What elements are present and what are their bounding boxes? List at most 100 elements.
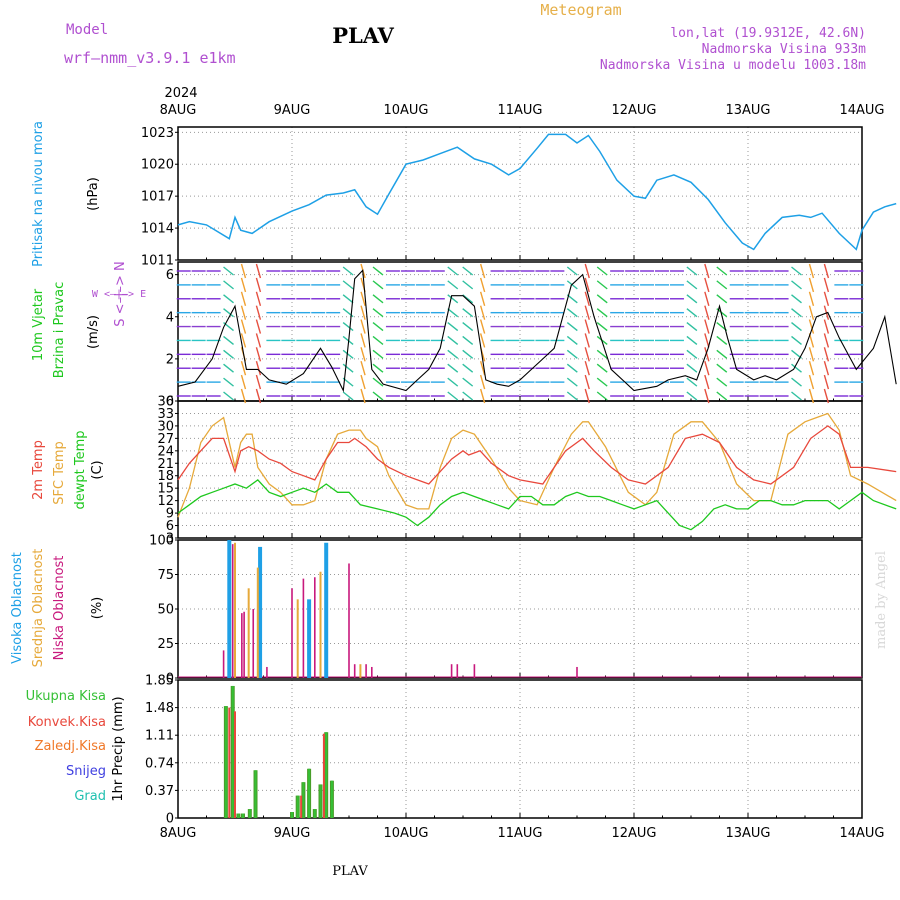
wind-vector — [223, 266, 234, 276]
wind-vector — [808, 388, 815, 404]
wind-vector — [686, 266, 698, 276]
wind-vector — [372, 335, 384, 345]
wind-vector — [704, 361, 710, 376]
wind-vector — [342, 322, 354, 332]
wind-vector — [462, 377, 474, 387]
wind-vector — [791, 266, 802, 276]
wind-vector — [584, 347, 590, 362]
wind-vector — [240, 388, 247, 404]
cloud-bar-low — [314, 577, 316, 678]
wind-vector — [566, 363, 578, 373]
wind-vector — [584, 277, 590, 293]
wind-vector — [447, 377, 459, 387]
wind-vector — [584, 374, 590, 390]
wind-vector — [823, 277, 830, 293]
wind-vector — [342, 335, 354, 345]
wind-vector — [716, 391, 728, 401]
y-tick-label-cloud: 25 — [157, 637, 174, 652]
wind-vector — [479, 388, 486, 404]
y-tick-label-precip: 0 — [166, 812, 174, 827]
wind-vector — [704, 347, 710, 362]
cloud-bar-low — [266, 666, 268, 678]
cloud-bar-low — [365, 664, 367, 678]
cloud-bar-low — [243, 611, 245, 678]
wind-vector — [808, 263, 815, 279]
wind-vector — [823, 263, 830, 279]
wind-vector — [342, 266, 354, 276]
wind-vector — [240, 263, 247, 279]
wind-vector — [596, 280, 608, 290]
wind-vector — [240, 374, 247, 390]
y-tick-label-pressure: 1023 — [141, 126, 174, 141]
y-tick-label-wind: 6 — [166, 268, 174, 283]
x-tick-label-bottom: 11AUG — [497, 826, 542, 841]
wind-vector — [791, 335, 802, 345]
total-rain-label: Ukupna Kisa — [26, 689, 106, 704]
wind-vector — [566, 391, 578, 401]
wind-vector — [791, 363, 802, 373]
wind-vector — [716, 377, 728, 387]
cloud-bar-low — [252, 609, 255, 678]
wind-vector — [791, 294, 802, 304]
wind-vector — [584, 291, 590, 306]
wind-vector — [447, 294, 459, 304]
wind-vector — [808, 361, 815, 376]
wind-vector — [462, 266, 474, 276]
wind-vector — [791, 377, 802, 387]
model-name: wrf–nmm_v3.9.1 e1km — [64, 49, 236, 67]
wind-vector — [704, 374, 710, 390]
wind-vector — [255, 361, 262, 376]
precip-convective-bar — [300, 795, 303, 818]
wind-vector — [791, 322, 802, 332]
y-tick-label-temperature: 15 — [157, 482, 174, 497]
wind-vector — [223, 377, 234, 387]
model-elevation-label: Nadmorska Visina u modelu 1003.18m — [600, 58, 866, 73]
wind-vector — [479, 277, 486, 293]
wind-vector — [808, 374, 815, 390]
cloud-bar-low — [371, 666, 373, 678]
wind-vector — [255, 291, 262, 306]
wind-vector — [372, 377, 384, 387]
wind-vector — [447, 349, 459, 359]
mid-cloud-label: Srednja Oblacnost — [31, 549, 46, 668]
precip-total-bar-core — [302, 782, 305, 818]
y-tick-label-wind: 4 — [166, 310, 174, 325]
precip-total-bar-core — [291, 812, 293, 818]
wind-vector — [704, 333, 710, 348]
wind-vector — [716, 349, 728, 359]
cloud-bar-low — [353, 664, 356, 678]
wind-vector — [372, 349, 384, 359]
y-tick-label-wind: 2 — [166, 352, 174, 367]
x-tick-label-top: 13AUG — [725, 103, 770, 118]
wind-vector — [823, 374, 830, 390]
wind-vector — [372, 308, 384, 318]
wind-vector — [462, 363, 474, 373]
wind-vector — [584, 305, 590, 320]
elevation-label: Nadmorska Visina 933m — [702, 42, 867, 57]
wind-vector — [360, 305, 366, 320]
coords-label: lon,lat (19.9312E, 42.6N) — [670, 26, 866, 41]
y-tick-label-pressure: 1020 — [141, 158, 174, 173]
wind-vector — [255, 319, 262, 334]
wind-direction-key-vertical: S <–|–> N — [113, 261, 128, 326]
dewpt-temp-line — [177, 479, 897, 531]
wind-vector — [716, 363, 728, 373]
wind-vector — [223, 391, 234, 401]
wind-vector — [462, 308, 474, 318]
sfc-temp-line — [177, 412, 897, 518]
cloud-bar-low — [473, 664, 476, 678]
wind-vector — [255, 347, 262, 362]
wind-vector — [255, 388, 262, 404]
credit-label: made by Angel — [874, 551, 889, 649]
wind-vector — [584, 263, 590, 279]
wind-vector — [479, 263, 486, 279]
x-tick-label-top: 8AUG — [160, 103, 197, 118]
precip-convective-bar — [322, 733, 325, 818]
y-tick-label-temperature: 24 — [157, 444, 174, 459]
wind-vector — [479, 361, 486, 376]
wind-vector — [447, 335, 459, 345]
wind-vector — [823, 347, 830, 362]
pressure-label: Pritisak na nivou mora — [31, 121, 46, 267]
wind-vector — [808, 319, 815, 334]
x-tick-label-top: 14AUG — [839, 103, 884, 118]
